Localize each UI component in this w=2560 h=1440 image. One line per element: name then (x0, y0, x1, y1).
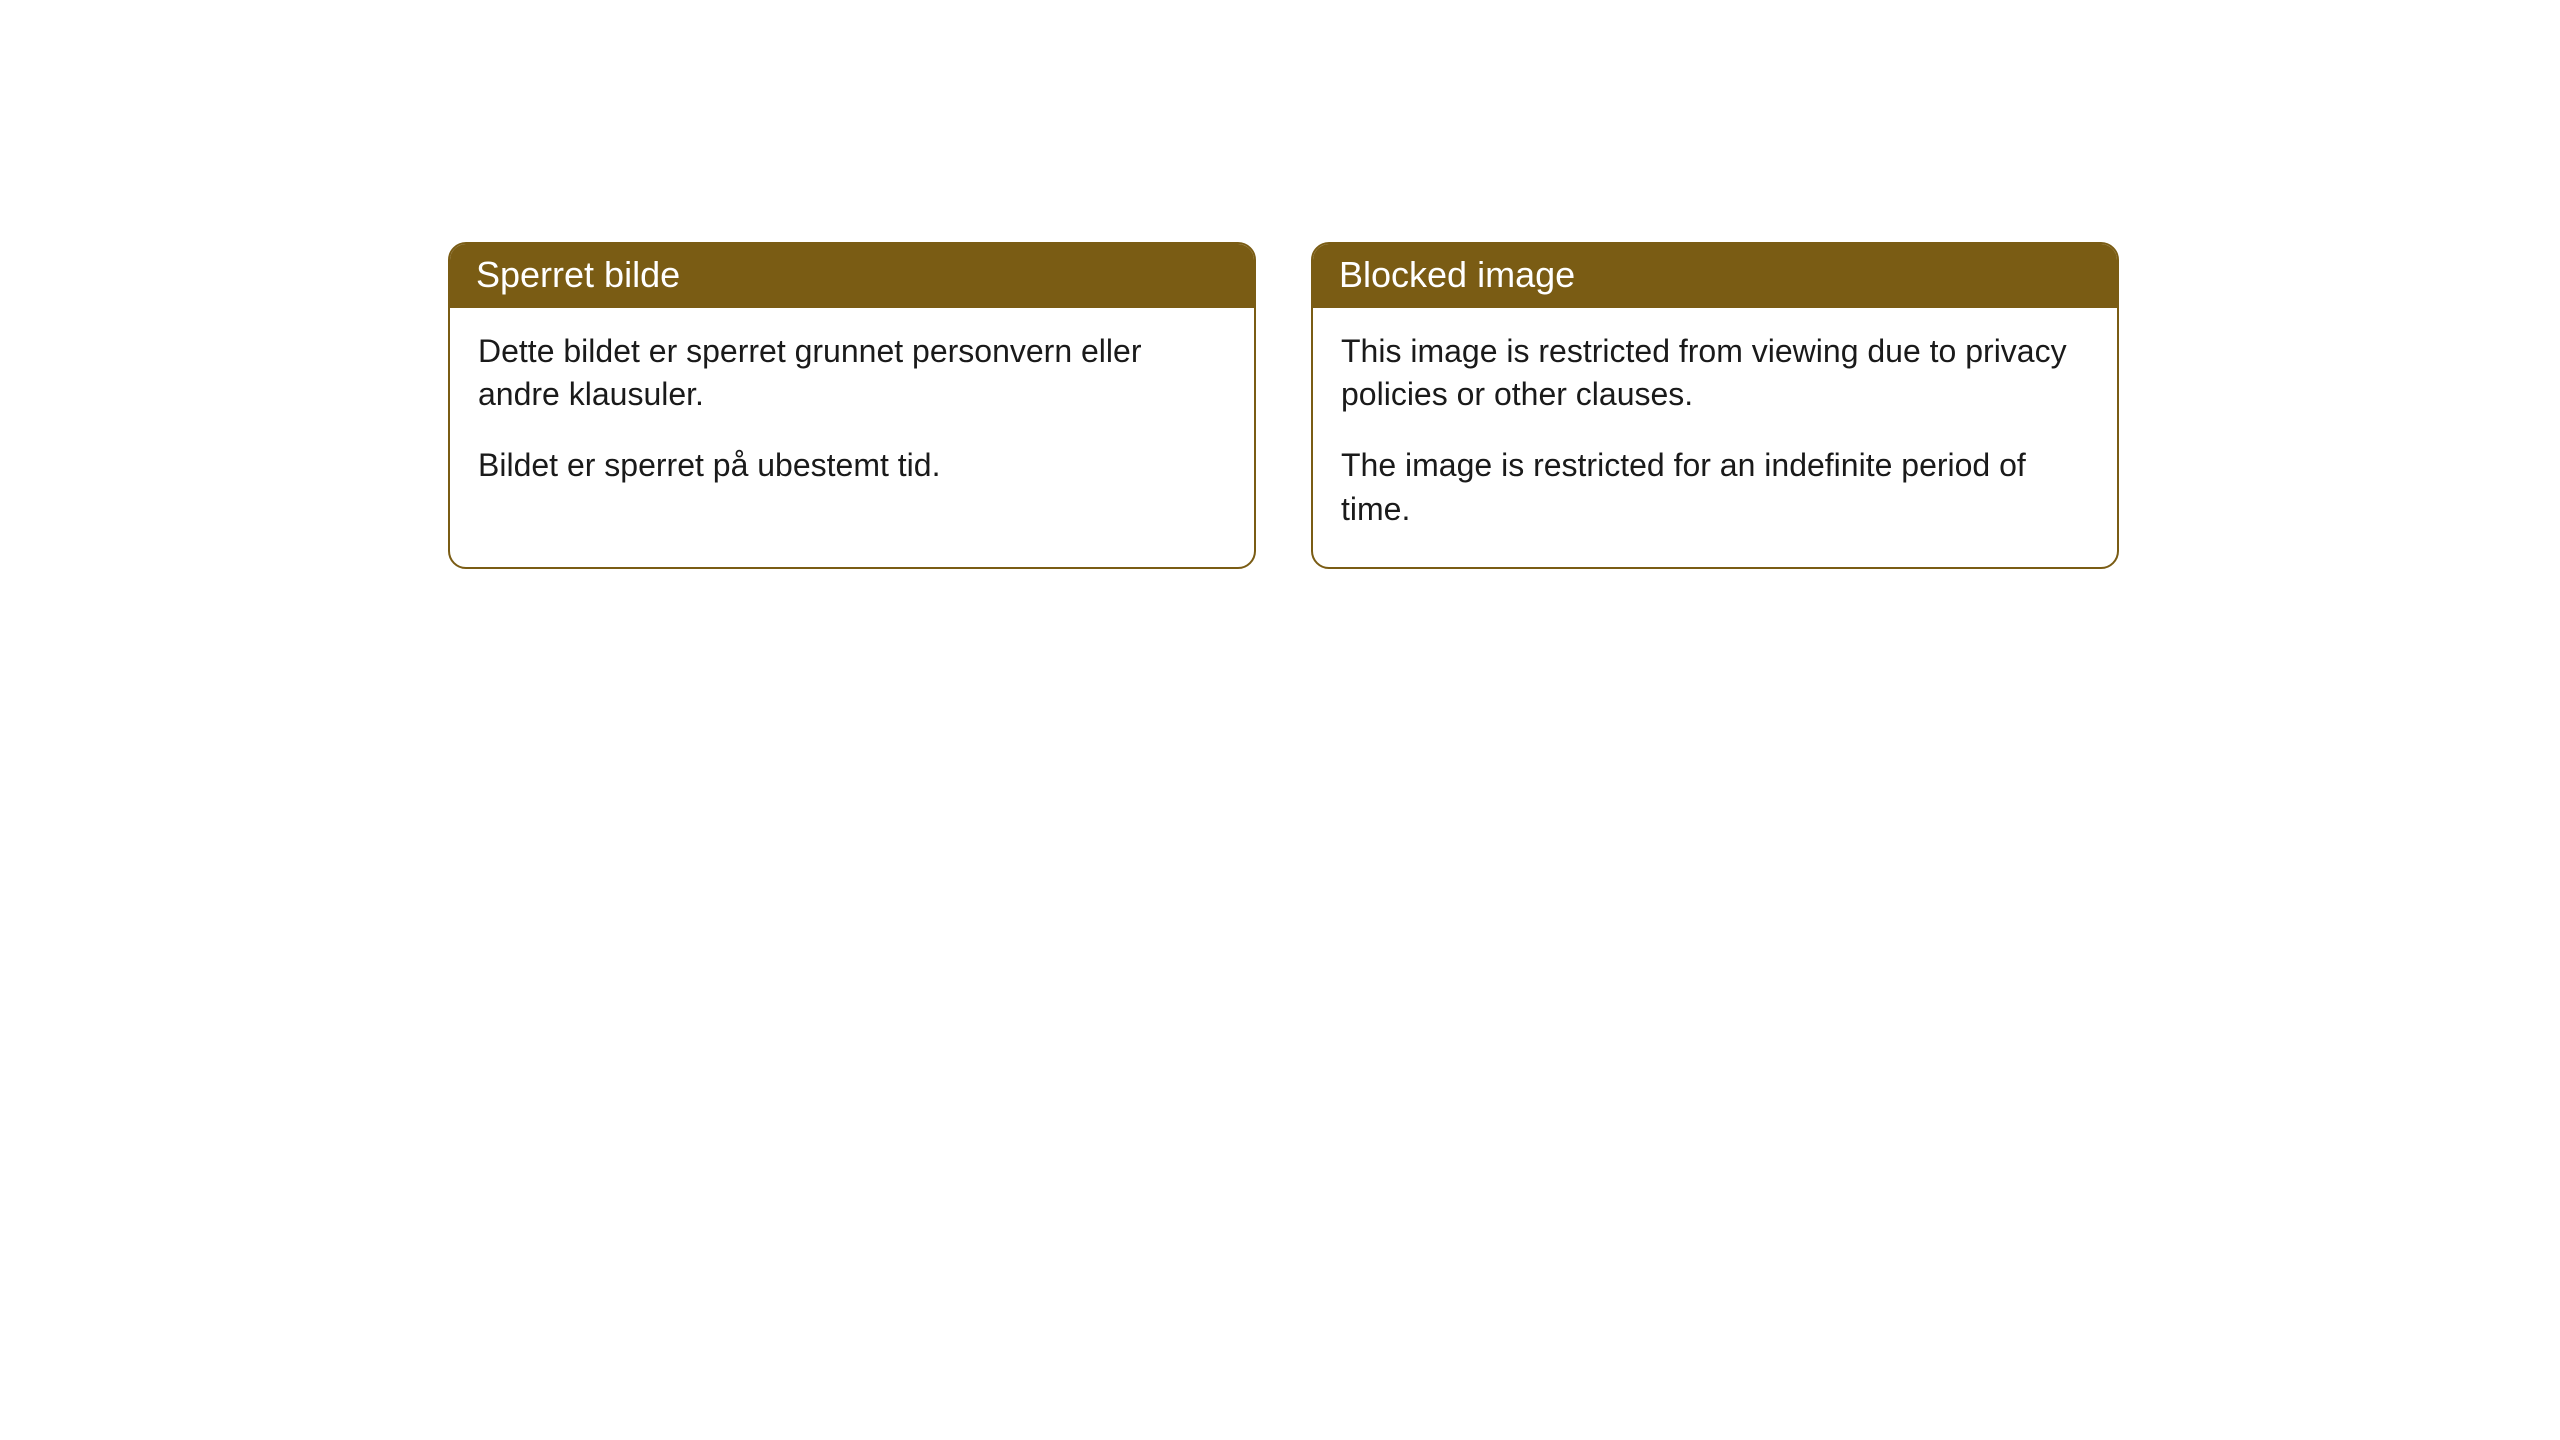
blocked-image-card-no: Sperret bilde Dette bildet er sperret gr… (448, 242, 1256, 569)
notice-cards-container: Sperret bilde Dette bildet er sperret gr… (448, 242, 2119, 569)
blocked-image-card-en: Blocked image This image is restricted f… (1311, 242, 2119, 569)
card-body-en: This image is restricted from viewing du… (1313, 308, 2117, 567)
card-paragraph: Dette bildet er sperret grunnet personve… (478, 330, 1226, 416)
card-paragraph: Bildet er sperret på ubestemt tid. (478, 444, 1226, 487)
card-paragraph: This image is restricted from viewing du… (1341, 330, 2089, 416)
card-header-en: Blocked image (1313, 244, 2117, 308)
card-body-no: Dette bildet er sperret grunnet personve… (450, 308, 1254, 524)
card-header-no: Sperret bilde (450, 244, 1254, 308)
card-paragraph: The image is restricted for an indefinit… (1341, 444, 2089, 530)
